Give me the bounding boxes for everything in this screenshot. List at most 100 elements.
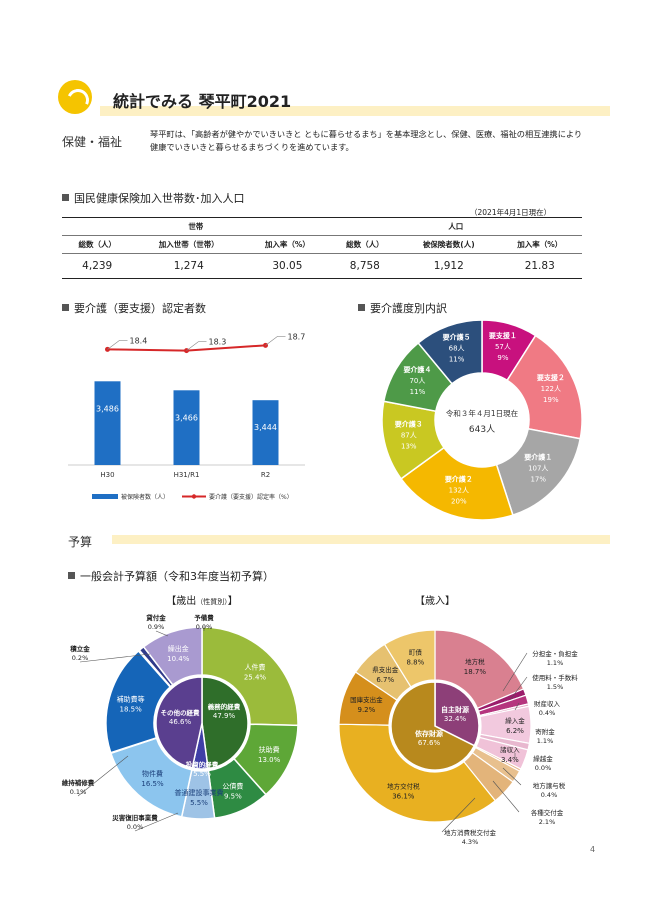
slice-pct: 10.4% <box>167 655 190 663</box>
slice-count: 68人 <box>449 344 465 352</box>
slice-label: 繰入金 <box>505 716 525 725</box>
slice-pct: 17% <box>530 476 546 484</box>
outside-pct: 1.1% <box>537 737 554 745</box>
leader-line <box>186 341 199 351</box>
kaigo-heading: 要介護（要支援）認定者数 <box>62 300 206 316</box>
inner-label: 依存財源 <box>415 729 443 738</box>
outside-label: 予備費 <box>194 613 214 622</box>
slice-label: 扶助費 <box>259 745 280 754</box>
table-cell: 1,912 <box>400 253 498 279</box>
chart-title: 【歳出（性質別）】 <box>166 594 238 607</box>
inner-pct: 47.9% <box>213 712 236 720</box>
outside-pct: 0.0% <box>127 823 144 831</box>
leader-line <box>79 653 151 663</box>
slice-pct: 11% <box>449 355 465 363</box>
table-header: 総数（人） <box>62 235 133 254</box>
x-tick-label: H30 <box>100 471 114 479</box>
pie-slice <box>506 334 583 440</box>
table-header: 加入世帯（世帯） <box>132 235 246 254</box>
slice-pct: 36.1% <box>392 793 415 801</box>
line-label: 18.4 <box>130 336 148 345</box>
budget-heading: 一般会計予算額（令和3年度当初予算） <box>68 568 274 584</box>
bar <box>94 381 121 465</box>
slice-label: 公債費 <box>222 781 243 790</box>
slice-label: 要介護５ <box>443 332 471 341</box>
table-cell: 8,758 <box>329 253 401 279</box>
slice-count: 57人 <box>495 343 511 351</box>
bar-label: 3,444 <box>254 423 277 432</box>
inner-label: 投資的経費 <box>186 760 219 769</box>
slice-pct: 25.4% <box>244 673 267 681</box>
outside-label: 財産収入 <box>534 699 561 708</box>
table-cell: 30.05 <box>245 253 330 279</box>
outside-label: 積立金 <box>69 644 90 653</box>
leader-line <box>502 652 528 692</box>
bar-label: 3,486 <box>96 404 119 413</box>
slice-count: 132人 <box>449 486 469 494</box>
slice-label: 県支出金 <box>372 665 399 674</box>
naiyaku-heading: 要介護度別内訳 <box>358 300 447 316</box>
slice-label: 諸収入 <box>500 745 520 754</box>
legend-swatch <box>92 494 118 499</box>
pie-slice-outer <box>338 723 497 823</box>
outside-pct: 4.3% <box>462 838 479 846</box>
outside-pct: 2.1% <box>539 818 556 826</box>
table-header: 総数（人） <box>329 235 401 254</box>
kaigo-bar-chart: 3,486 H30 3,466 H31/R1 3,444 R2 18.4 18.3 18.7 被保… <box>68 332 306 501</box>
outside-label: 各種交付金 <box>531 808 564 817</box>
bar <box>173 390 200 465</box>
slice-count: 122人 <box>541 385 561 393</box>
inner-pct: 5.5% <box>193 770 211 778</box>
pie-slice-outer <box>142 626 203 686</box>
slice-label: 国庫支出金 <box>350 695 383 704</box>
group-header-setai: 世帯 <box>62 217 330 236</box>
leader-line <box>516 727 520 732</box>
slice-pct: 3.4% <box>501 756 519 764</box>
pie-slice-outer <box>383 629 436 688</box>
slice-pct: 13.0% <box>258 756 281 764</box>
leader-line <box>134 812 179 832</box>
budget-underline <box>112 535 610 544</box>
slice-label: 町債 <box>409 648 423 657</box>
inner-label: その他の経費 <box>161 708 201 717</box>
leader-line <box>155 630 169 637</box>
leader-line <box>107 340 120 350</box>
outside-pct: 0.0% <box>535 764 552 772</box>
slice-label: 繰出金 <box>168 644 189 653</box>
leader-line <box>265 336 278 346</box>
slice-pct: 19% <box>543 396 559 404</box>
logo-icon <box>58 80 92 114</box>
line-label: 18.7 <box>288 332 306 341</box>
legend-label: 要介護（要支援）認定率（%） <box>209 493 293 501</box>
table-header: 加入率（%） <box>497 235 582 254</box>
legend-label: 被保険者数（人） <box>121 493 169 501</box>
slice-label: 補助費等 <box>117 694 145 703</box>
leader-line <box>441 797 476 833</box>
bar-label: 3,466 <box>175 413 198 422</box>
inner-pct: 46.6% <box>169 718 192 726</box>
outside-pct: 1.5% <box>547 683 564 691</box>
slice-pct: 20% <box>451 497 467 505</box>
x-tick-label: R2 <box>261 471 270 479</box>
slice-label: 人件費 <box>244 662 265 671</box>
outside-pct: 0.4% <box>539 709 556 717</box>
legend-swatch <box>191 494 197 499</box>
leader-line <box>77 755 129 797</box>
leader-line <box>502 767 522 786</box>
slice-pct: 9.5% <box>224 792 242 800</box>
chart-title: 【歳入】 <box>415 595 455 607</box>
outside-label: 寄附金 <box>535 727 555 736</box>
group-header-jinko: 人口 <box>329 217 582 236</box>
slice-label: 要介護２ <box>445 474 473 483</box>
title-underline <box>100 106 610 116</box>
page-title: 統計でみる 琴平町2021 <box>113 92 292 111</box>
inner-pct: 67.6% <box>418 739 441 747</box>
kokuho-heading: 国民健康保険加入世帯数･加入人口 <box>62 190 245 206</box>
slice-label: 要介護３ <box>395 419 423 428</box>
line-point <box>263 342 268 348</box>
slice-label: 普通建設事業費 <box>174 788 223 797</box>
outside-pct: 0.9% <box>148 623 165 631</box>
line-point <box>105 346 110 352</box>
outside-label: 貸付金 <box>146 613 166 622</box>
expenditure-chart: 【歳出（性質別）】義務的経費47.9%投資的経費5.5%その他の経費46.6%人… <box>62 594 299 832</box>
